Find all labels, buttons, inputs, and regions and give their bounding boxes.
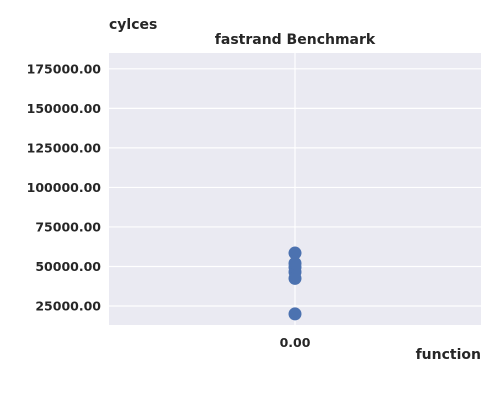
y-tick-label: 100000.00 xyxy=(27,180,102,195)
y-tick-label: 175000.00 xyxy=(27,61,102,76)
x-tick-label: 0.00 xyxy=(280,335,311,350)
y-tick-label: 150000.00 xyxy=(27,101,102,116)
y-tick-label: 75000.00 xyxy=(35,219,101,234)
data-point xyxy=(288,246,302,260)
data-point xyxy=(288,307,302,321)
y-tick-label: 50000.00 xyxy=(35,259,101,274)
x-axis-label: function xyxy=(416,347,481,363)
tick-labels: 25000.00 50000.00 75000.00 100000.00 125000.… xyxy=(27,61,311,350)
data-points xyxy=(288,246,302,321)
y-tick-label: 125000.00 xyxy=(27,140,102,155)
y-axis-label: cylces xyxy=(109,17,157,33)
y-tick-label: 25000.00 xyxy=(35,299,101,314)
chart-title: fastrand Benchmark xyxy=(215,32,376,48)
data-point xyxy=(288,256,302,270)
